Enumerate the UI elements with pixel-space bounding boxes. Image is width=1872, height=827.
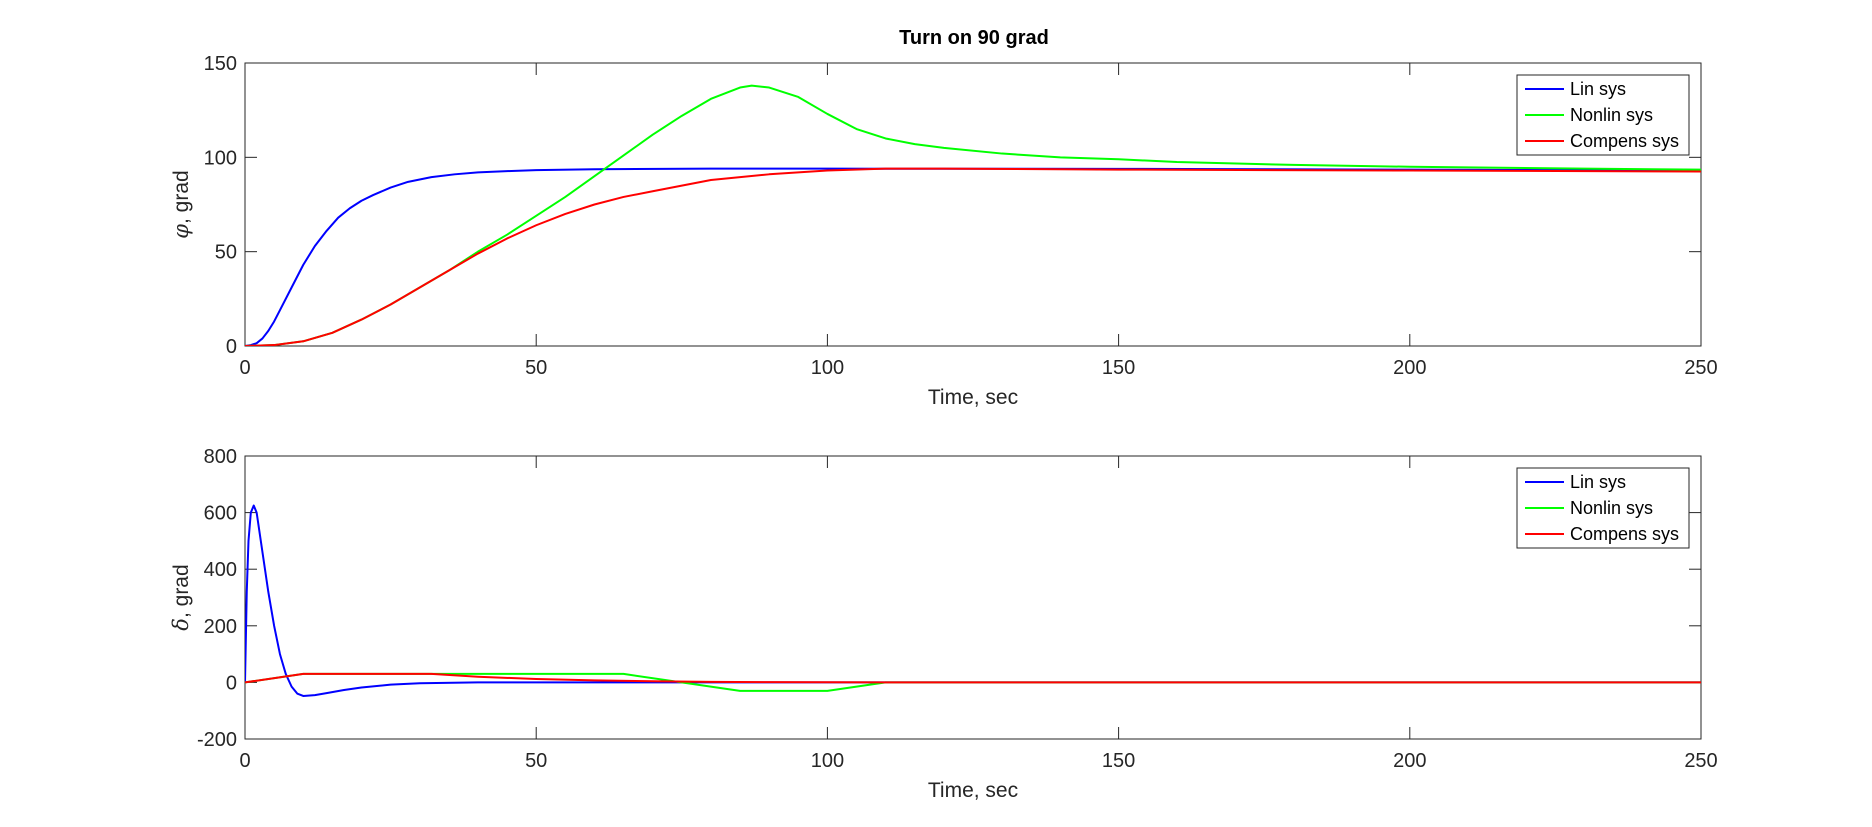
top-y-axis-label: φ, grad (169, 170, 193, 238)
bottom-x-tick-label: 100 (811, 750, 844, 772)
bottom-x-tick-label: 200 (1393, 750, 1426, 772)
bottom-x-tick-label: 50 (525, 750, 547, 772)
bottom-y-tick-label: 400 (204, 559, 237, 581)
top-plot-phi: 0 50 100 150 200 250 0 50 100 150 Time, sec φ, grad… (169, 53, 1718, 409)
top-legend: Lin sys Nonlin sys Compens sys (1516, 74, 1690, 156)
top-y-tick-label: 0 (226, 336, 237, 358)
top-x-tick-label: 250 (1684, 357, 1717, 379)
top-legend-label-compens-sys: Compens sys (1570, 131, 1679, 151)
bottom-legend-label-lin-sys: Lin sys (1570, 472, 1626, 492)
top-axes-box (244, 62, 1702, 347)
bottom-legend-label-compens-sys: Compens sys (1570, 524, 1679, 544)
bottom-y-tick-label: -200 (197, 729, 237, 751)
top-x-tick-label: 200 (1393, 357, 1426, 379)
bottom-y-axis-unit: , grad (170, 564, 193, 618)
top-legend-label-lin-sys: Lin sys (1570, 79, 1626, 99)
chart-title: Turn on 90 grad (899, 27, 1049, 49)
bottom-y-axis-symbol: δ (169, 618, 193, 631)
top-y-tick-label: 50 (215, 242, 237, 264)
top-x-tick-label: 0 (239, 357, 250, 379)
top-y-tick-label: 150 (204, 53, 237, 75)
top-x-tick-label: 150 (1102, 357, 1135, 379)
top-y-axis-symbol: φ (169, 224, 193, 239)
bottom-series-compens-sys (245, 672, 1701, 684)
bottom-x-tick-label: 150 (1102, 750, 1135, 772)
bottom-legend: Lin sys Nonlin sys Compens sys (1516, 467, 1690, 549)
bottom-y-axis-label: δ, grad (169, 564, 193, 630)
bottom-x-tick-label: 0 (239, 750, 250, 772)
bottom-y-tick-label: 0 (226, 672, 237, 694)
bottom-y-tick-label: 800 (204, 446, 237, 468)
bottom-y-tick-label: 200 (204, 616, 237, 638)
top-x-tick-label: 50 (525, 357, 547, 379)
top-series-compens-sys (245, 167, 1701, 346)
top-x-tick-label: 100 (811, 357, 844, 379)
top-legend-label-nonlin-sys: Nonlin sys (1570, 105, 1653, 125)
top-y-axis-unit: , grad (170, 170, 193, 224)
top-x-axis-label: Time, sec (928, 386, 1018, 409)
bottom-series-group (245, 504, 1701, 697)
bottom-y-tick-label: 600 (204, 503, 237, 525)
bottom-axes-box (244, 455, 1702, 740)
bottom-series-lin-sys (245, 504, 1701, 697)
bottom-legend-label-nonlin-sys: Nonlin sys (1570, 498, 1653, 518)
top-series-group (245, 84, 1701, 346)
bottom-x-axis-label: Time, sec (928, 779, 1018, 802)
top-series-lin-sys (245, 167, 1701, 346)
top-y-tick-label: 100 (204, 147, 237, 169)
bottom-x-tick-label: 250 (1684, 750, 1717, 772)
